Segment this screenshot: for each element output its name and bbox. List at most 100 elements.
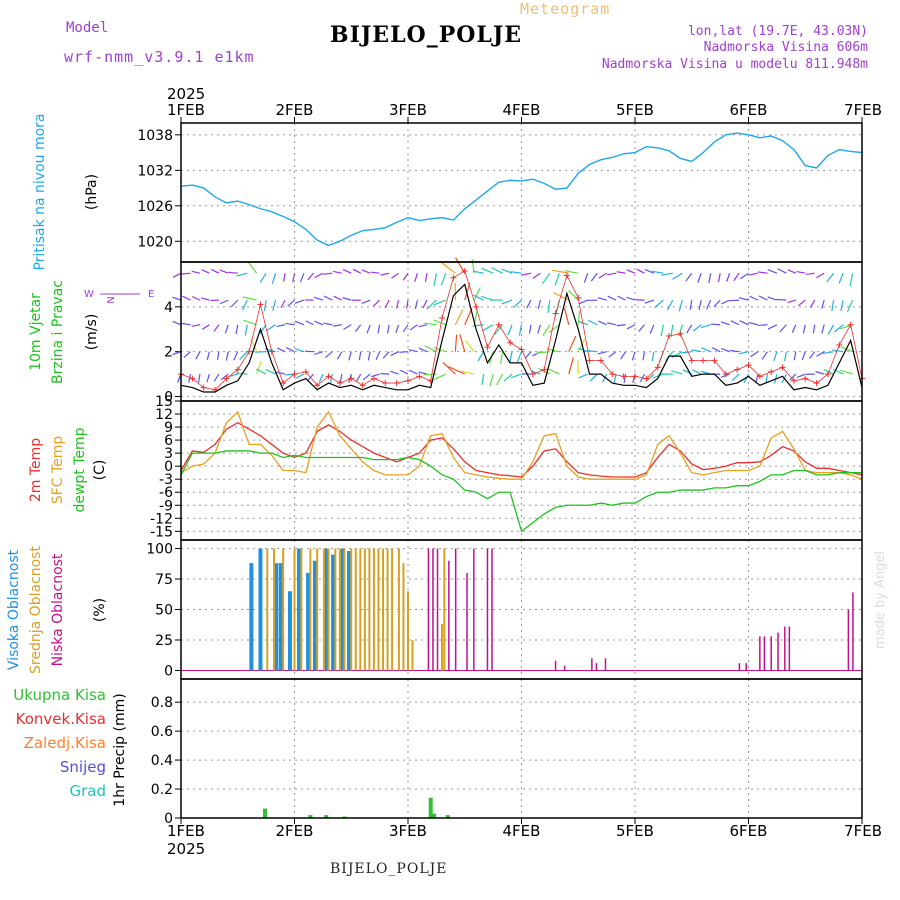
wind-barb	[608, 351, 617, 358]
wind-barb	[713, 299, 721, 308]
wind-barb	[815, 371, 825, 375]
wind-barb	[602, 373, 608, 383]
wind-barb	[433, 319, 447, 326]
ytick-label: 0.2	[151, 782, 173, 798]
wind-barb	[773, 351, 778, 362]
wind-barb	[638, 324, 645, 332]
wind-barb	[263, 300, 267, 312]
wind-barb	[567, 289, 579, 301]
ytick-label: 1026	[137, 199, 173, 215]
high-cloud-ylabel: Visoka Oblacnost	[6, 549, 22, 670]
wind-barb	[651, 351, 655, 362]
wind-barb	[454, 334, 458, 352]
wind-barb	[832, 349, 844, 353]
wind-barb	[183, 351, 191, 358]
wind-barb	[849, 273, 854, 287]
precip-bar	[445, 815, 450, 818]
wind-barb	[537, 324, 541, 334]
wind-barb	[693, 324, 702, 332]
wind-barb	[801, 351, 806, 361]
sfc-temp-ylabel: SFC Temp	[50, 436, 66, 505]
wind-barb	[503, 373, 513, 382]
panel-frame	[180, 678, 863, 819]
wind-barb	[822, 351, 834, 355]
wind-barb	[362, 373, 371, 381]
ytick-label: -9	[159, 498, 173, 514]
wind-barb	[285, 322, 295, 326]
wind-barb	[294, 299, 305, 304]
wind-barb	[613, 373, 617, 384]
wind-barb	[739, 320, 749, 326]
wind-barb	[239, 351, 248, 361]
wind-barb	[512, 299, 522, 308]
model-label: Model	[66, 20, 109, 36]
ytick-label: 15	[155, 394, 173, 410]
wind-barb	[206, 351, 210, 360]
wind-barb	[433, 373, 447, 381]
wind-barb	[422, 299, 428, 309]
wind-barb	[733, 272, 740, 282]
precip-legend-item: Grad	[69, 782, 106, 800]
wind-barb	[219, 269, 229, 274]
wind-barb	[464, 308, 473, 326]
wind-barb	[564, 270, 579, 274]
compass-east-label: E	[148, 289, 154, 300]
dewpt-line	[180, 450, 862, 533]
wind-barb	[701, 347, 711, 353]
wind-barb	[721, 299, 730, 305]
wind-barb	[287, 299, 295, 307]
wind-barb	[235, 324, 239, 335]
wind-barb	[336, 351, 343, 360]
wind-barb	[285, 347, 295, 353]
xtick-label-top: 7FEB	[844, 101, 882, 119]
wind-barb	[255, 351, 267, 353]
wind-barb	[787, 269, 797, 274]
wind-barb	[796, 270, 806, 274]
wind-barb	[244, 324, 248, 336]
wind-barb	[749, 322, 759, 326]
wind-barb	[784, 351, 787, 362]
wind-barb	[358, 351, 362, 361]
wind-barb	[473, 294, 484, 301]
wind-barb	[660, 324, 664, 337]
wind-barb	[839, 369, 853, 375]
wind-barb	[433, 273, 437, 287]
wind-barb	[481, 267, 494, 274]
precip-bar	[428, 797, 433, 818]
wind-barb	[228, 271, 238, 274]
wind-barb	[409, 369, 418, 375]
wind-barb	[491, 266, 503, 274]
wind-barb	[755, 373, 759, 383]
wind-barb	[318, 373, 324, 383]
wind-barb	[757, 324, 768, 327]
ytick-label: 100	[146, 542, 173, 558]
wind-barb	[236, 272, 248, 277]
wind-barb	[465, 340, 475, 353]
wind-barb	[382, 351, 390, 359]
wind-barb	[587, 350, 598, 353]
wind-barb	[494, 324, 504, 335]
wind-barb	[243, 319, 257, 326]
wind-barb	[182, 295, 191, 301]
wind-barb	[233, 351, 239, 361]
wind-barb	[626, 296, 636, 301]
wind-barb	[400, 369, 409, 375]
wind-barb	[654, 299, 664, 309]
mid-cloud-ylabel: Srednja Oblacnost	[28, 546, 44, 674]
compass-west-label: W	[84, 289, 94, 300]
xtick-label-top: 5FEB	[616, 101, 654, 119]
wind-barb	[740, 272, 749, 280]
wind-barb	[433, 299, 447, 306]
xtick-label-bottom: 6FEB	[730, 822, 768, 840]
wind-barb	[377, 324, 381, 334]
wind-barb	[791, 324, 797, 333]
wind-barb	[831, 300, 835, 312]
wind-barb	[361, 299, 371, 305]
wind-barb	[414, 273, 419, 282]
wind-barb	[276, 347, 286, 353]
wind-barb	[720, 321, 730, 326]
wind-barb	[201, 324, 210, 330]
wind-barb	[522, 272, 532, 276]
wind-barb	[681, 351, 692, 354]
wind-barb	[355, 373, 362, 382]
